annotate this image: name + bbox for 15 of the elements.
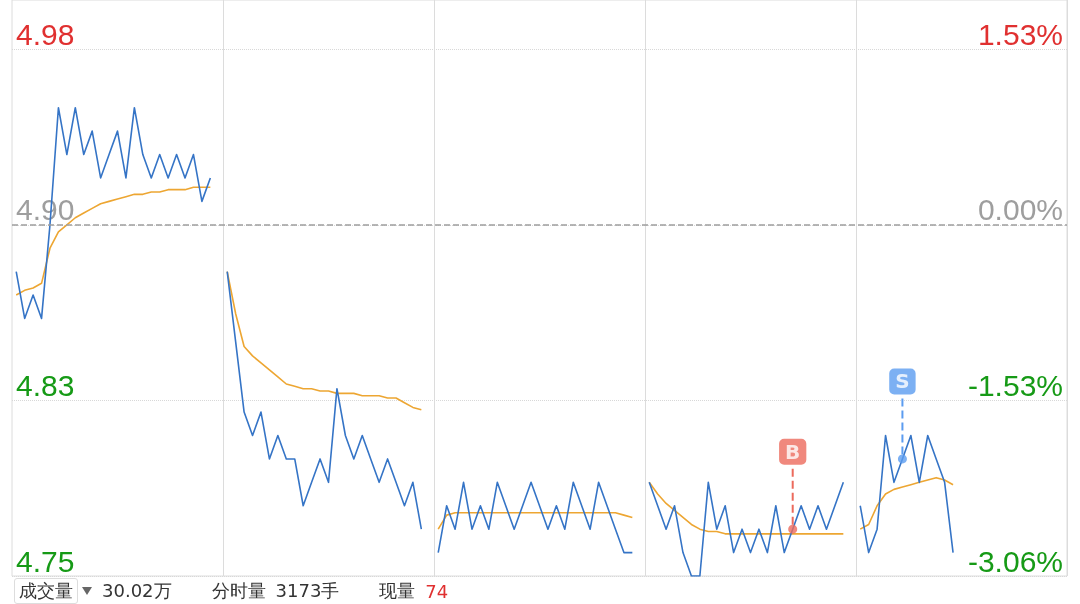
text: 成交量: [14, 578, 78, 604]
text: S: [895, 369, 910, 394]
y-tick-label: 4.83: [16, 368, 75, 402]
y2-tick-label: -1.53%: [967, 368, 1063, 402]
text: B: [785, 439, 801, 464]
text: 分时量: [211, 579, 266, 603]
y2-tick-label: 0.00%: [977, 193, 1063, 227]
text: 3173手: [275, 579, 340, 603]
y-tick-label: 4.75: [16, 544, 75, 578]
y-tick-label: 4.98: [16, 17, 75, 51]
y2-tick-label: -3.06%: [967, 544, 1063, 578]
text: 现量: [379, 579, 416, 603]
text: 30.02万: [102, 579, 172, 603]
text: 74: [425, 580, 449, 602]
y2-tick-label: 1.53%: [977, 17, 1063, 51]
